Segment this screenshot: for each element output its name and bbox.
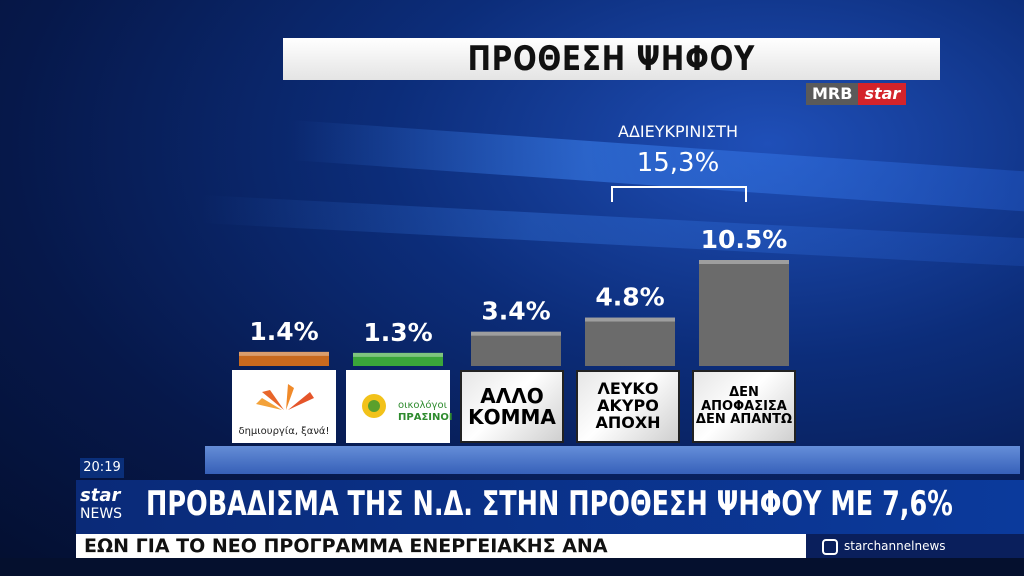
bar-value-label: 4.8% xyxy=(595,283,664,312)
social-handle-text: starchannelnews xyxy=(844,539,946,553)
bar-4 xyxy=(585,317,675,366)
category-label-line: ΛΕΥΚΟ xyxy=(597,379,659,399)
bar-highlight xyxy=(353,352,443,357)
category-label: δημιουργία, ξανά! xyxy=(238,426,330,437)
star-news-logo-star: star xyxy=(80,485,121,506)
category-label-line: ΑΚΥΡΟ xyxy=(597,396,659,416)
chart-title: ΠΡΟΘΕΣΗ ΨΗΦΟΥ xyxy=(467,39,756,79)
undecided-bracket xyxy=(611,186,747,202)
title-banner: ΠΡΟΘΕΣΗ ΨΗΦΟΥ xyxy=(283,38,940,80)
news-ticker: ΕΩΝ ΓΙΑ ΤΟ ΝΕΟ ΠΡΟΓΡΑΜΜΑ ΕΝΕΡΓΕΙΑΚΗΣ ΑΝΑ xyxy=(76,534,806,558)
clock: 20:19 xyxy=(80,458,124,478)
undecided-label: ΑΔΙΕΥΚΡΙΝΙΣΤΗ xyxy=(618,122,738,141)
star-logo: star xyxy=(858,83,907,105)
category-card-dimiourgia: δημιουργία, ξανά! xyxy=(232,370,336,443)
category-label: ΑΛΛΟ ΚΟΜΜΑ xyxy=(468,383,556,429)
headline-bar xyxy=(76,480,1024,534)
star-news-logo-news: NEWS xyxy=(80,506,123,522)
bottom-strip xyxy=(0,558,1024,576)
ticker-text: ΕΩΝ ΓΙΑ ΤΟ ΝΕΟ ΠΡΟΓΡΑΜΜΑ ΕΝΕΡΓΕΙΑΚΗΣ ΑΝΑ xyxy=(84,535,608,557)
category-label: ΠΡΑΣΙΝΟΙ xyxy=(398,412,453,423)
headline: ΠΡΟΒΑΔΙΣΜΑ ΤΗΣ Ν.Δ. ΣΤΗΝ ΠΡΟΘΕΣΗ ΨΗΦΟΥ Μ… xyxy=(146,484,953,524)
bar-highlight xyxy=(585,317,675,322)
mrb-logo: MRB xyxy=(806,83,859,105)
social-handle: starchannelnews xyxy=(806,534,1024,558)
undecided-value: 15,3% xyxy=(636,148,720,178)
bar-value-label: 1.3% xyxy=(363,318,432,347)
bar-value-label: 1.4% xyxy=(249,317,318,346)
category-label-line: ΑΠΟΦΑΣΙΣΑ xyxy=(701,398,787,414)
category-label-line: ΑΠΟΧΗ xyxy=(595,412,661,432)
category-label-line: ΔΕΝ xyxy=(729,385,759,401)
bar-3 xyxy=(471,331,561,366)
bar-value-label: 3.4% xyxy=(481,297,550,326)
sunflower-logo-icon xyxy=(362,394,386,418)
chart-platform xyxy=(205,446,1020,474)
bar-highlight xyxy=(239,351,329,356)
category-label: ΛΕΥΚΟ ΑΚΥΡΟ ΑΠΟΧΗ xyxy=(595,379,661,432)
category-card-allo-komma: ΑΛΛΟ ΚΟΜΜΑ xyxy=(460,370,564,443)
brand-badge: MRB star xyxy=(806,83,907,105)
bar-highlight xyxy=(699,260,789,264)
bar-highlight xyxy=(471,331,561,336)
category-card-lefko-akyro: ΛΕΥΚΟ ΑΚΥΡΟ ΑΠΟΧΗ xyxy=(576,370,680,443)
star-news-logo: star NEWS xyxy=(80,486,134,526)
dimiourgia-logo-icon xyxy=(256,384,314,410)
category-label: οικολόγοι xyxy=(398,400,447,411)
category-card-den-apofasisa: ΔΕΝ ΑΠΟΦΑΣΙΣΑ ΔΕΝ ΑΠΑΝΤΩ xyxy=(692,370,796,443)
category-label-line: ΚΟΜΜΑ xyxy=(468,404,556,429)
instagram-icon xyxy=(822,538,838,555)
category-label-line: ΔΕΝ ΑΠΑΝΤΩ xyxy=(695,412,793,428)
category-card-oikologoi: οικολόγοι ΠΡΑΣΙΝΟΙ xyxy=(346,370,453,443)
bar-2 xyxy=(353,352,443,366)
bar-5 xyxy=(699,260,789,366)
bar-1 xyxy=(239,351,329,366)
category-label: ΔΕΝ ΑΠΟΦΑΣΙΣΑ ΔΕΝ ΑΠΑΝΤΩ xyxy=(696,386,792,427)
category-label-line: ΑΛΛΟ xyxy=(480,383,544,408)
bar-value-label: 10.5% xyxy=(701,225,788,254)
